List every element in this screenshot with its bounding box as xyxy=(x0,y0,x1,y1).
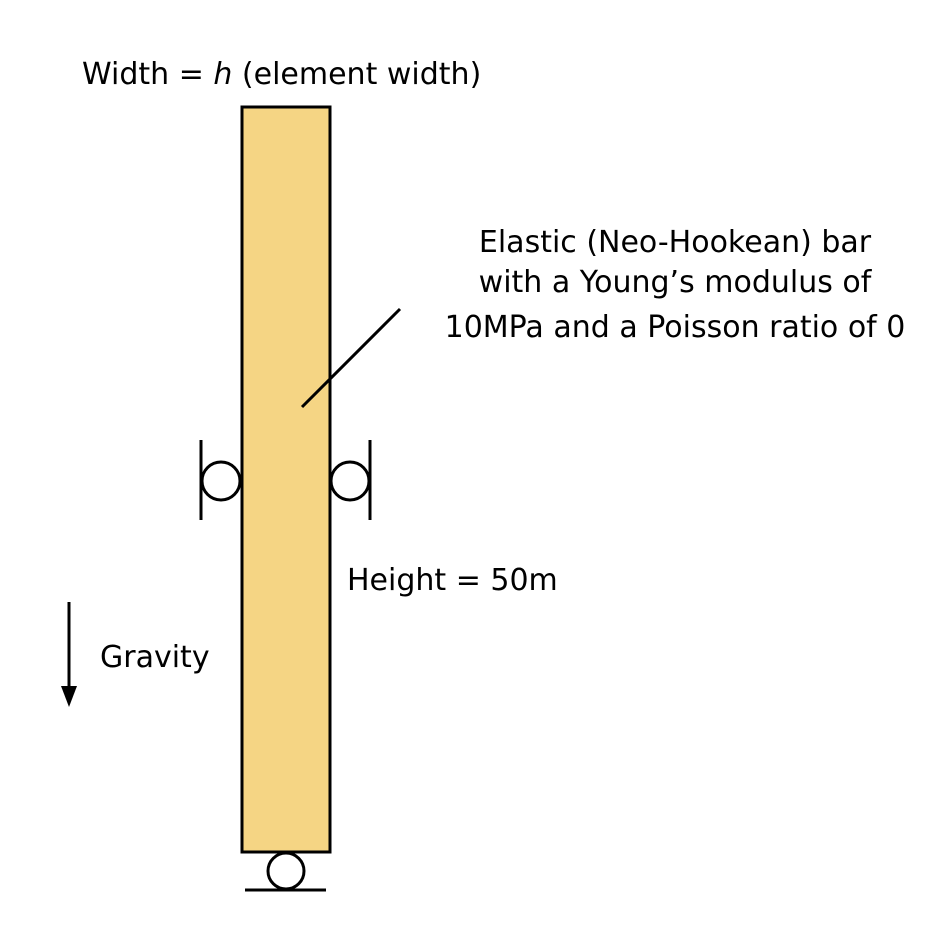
left-roller-wheel xyxy=(200,460,242,502)
width-label-suffix: (element width) xyxy=(232,57,481,92)
width-label: Width = h (element width) xyxy=(82,57,481,92)
elastic-bar xyxy=(240,105,332,854)
bottom-roller-support xyxy=(245,851,326,892)
left-roller-support xyxy=(199,440,242,520)
gravity-label: Gravity xyxy=(100,640,210,675)
right-roller-support xyxy=(329,440,372,520)
width-label-prefix: Width = xyxy=(82,57,213,92)
description-line-2: with a Young’s modulus of xyxy=(479,265,873,300)
bottom-roller-wheel xyxy=(266,851,306,891)
description-line-3: 10MPa and a Poisson ratio of 0 xyxy=(445,310,906,345)
height-label: Height = 50m xyxy=(347,563,558,598)
right-roller-wheel xyxy=(329,460,371,502)
gravity-arrow-head xyxy=(61,686,77,707)
width-label-variable: h xyxy=(213,57,232,92)
gravity-arrow xyxy=(61,602,77,707)
description-leader-line xyxy=(300,307,402,409)
description-line-1: Elastic (Neo-Hookean) bar xyxy=(479,225,872,260)
